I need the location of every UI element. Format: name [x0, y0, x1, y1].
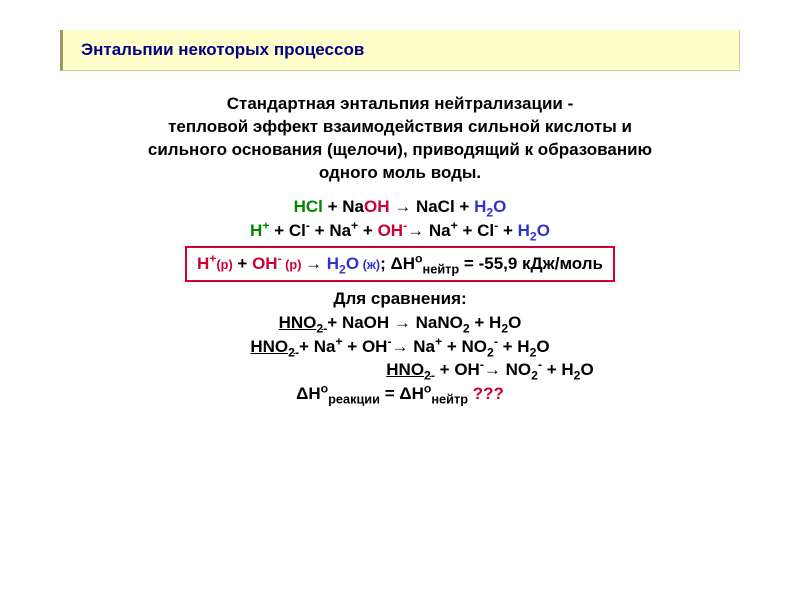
eq-molecular: HCl + NaOH → NaCl + H2O [60, 195, 740, 219]
plus: + [458, 221, 477, 240]
def-l3: сильного основания (щелочи), приводящий … [148, 140, 652, 159]
semi: ; [380, 254, 390, 273]
oh-ion: OH- [252, 254, 282, 273]
arrow: → [305, 254, 327, 273]
compare-l3: HNO2- + OH-→ NO2- + H2O [60, 359, 740, 382]
plus: + [343, 337, 362, 356]
plus: + [435, 360, 454, 379]
state-aq: (р) [282, 257, 305, 272]
equals: = [380, 384, 399, 403]
plus: + [299, 337, 314, 356]
plus: + [310, 221, 329, 240]
naoh: NaOH [342, 313, 389, 332]
plus: + [442, 337, 461, 356]
delta-h: ΔHонейтр [391, 254, 460, 273]
definition-block: Стандартная энтальпия нейтрализации - те… [60, 93, 740, 185]
nano2: NaNO2 [416, 313, 470, 332]
arrow: → [392, 337, 414, 356]
def-l4: одного моль воды. [319, 163, 481, 182]
eq-ionic: H+ + Cl- + Na+ + OH-→ Na+ + Cl- + H2O [60, 219, 740, 243]
compare-l1: HNO2-+ NaOH → NaNO2 + H2O [60, 311, 740, 335]
oh: OH [364, 197, 390, 216]
h2o: H2O [517, 337, 549, 356]
state-aq: (р) [216, 257, 232, 272]
plus: + [233, 254, 252, 273]
plus: + [323, 197, 342, 216]
plus: + [542, 360, 561, 379]
dH-neutr: ΔHонейтр [399, 384, 468, 403]
plus: + [498, 337, 517, 356]
arrow: → [389, 313, 415, 332]
cl-ion: Cl- [289, 221, 310, 240]
plus: + [498, 221, 517, 240]
h2o: H2O [518, 221, 550, 240]
oh-ion: OH- [378, 221, 408, 240]
plus: + [269, 221, 288, 240]
na-ion: Na+ [314, 337, 343, 356]
plus: + [455, 197, 474, 216]
no2-ion: NO2- [462, 337, 498, 356]
h2o: H2O [474, 197, 506, 216]
arrow: → [484, 360, 506, 379]
oh-ion: OH- [362, 337, 392, 356]
na-ion: Na+ [429, 221, 458, 240]
h2o: H2O [561, 360, 593, 379]
plus: + [470, 313, 489, 332]
hno2: HNO2- [279, 313, 328, 332]
state-liq: (ж) [359, 257, 380, 272]
h2o: H2O [327, 254, 359, 273]
plus: + [358, 221, 377, 240]
h2o: H2O [489, 313, 521, 332]
na: Na [342, 197, 364, 216]
plus: + [327, 313, 342, 332]
hcl: HCl [294, 197, 323, 216]
h-ion: H+ [197, 254, 216, 273]
question-marks: ??? [468, 384, 504, 403]
compare-l2: HNO2-+ Na+ + OH-→ Na+ + NO2- + H2O [60, 335, 740, 359]
boxed-equation: H+(р) + OH- (р) → H2O (ж); ΔHонейтр = -5… [185, 246, 615, 282]
value: = -55,9 кДж/моль [459, 254, 603, 273]
arrow: → [407, 221, 429, 240]
title-box: Энтальпии некоторых процессов [60, 30, 740, 71]
dH-reaction: ΔHореакции [296, 384, 380, 403]
def-l2: тепловой эффект взаимодействия сильной к… [168, 117, 632, 136]
final-question: ΔHореакции = ΔHонейтр ??? [60, 382, 740, 406]
def-l1: Стандартная энтальпия нейтрализации - [227, 94, 573, 113]
hno2: HNO2- [250, 337, 299, 356]
nacl: NaCl [416, 197, 455, 216]
hno2: HNO2- [386, 360, 435, 379]
arrow: → [390, 197, 416, 216]
na-ion: Na+ [413, 337, 442, 356]
compare-header: Для сравнения: [60, 288, 740, 311]
na-ion: Na+ [329, 221, 358, 240]
cl-ion: Cl- [477, 221, 498, 240]
no2-ion: NO2- [506, 360, 542, 379]
title-text: Энтальпии некоторых процессов [81, 40, 364, 59]
h-ion: H+ [250, 221, 269, 240]
oh-ion: OH- [454, 360, 484, 379]
